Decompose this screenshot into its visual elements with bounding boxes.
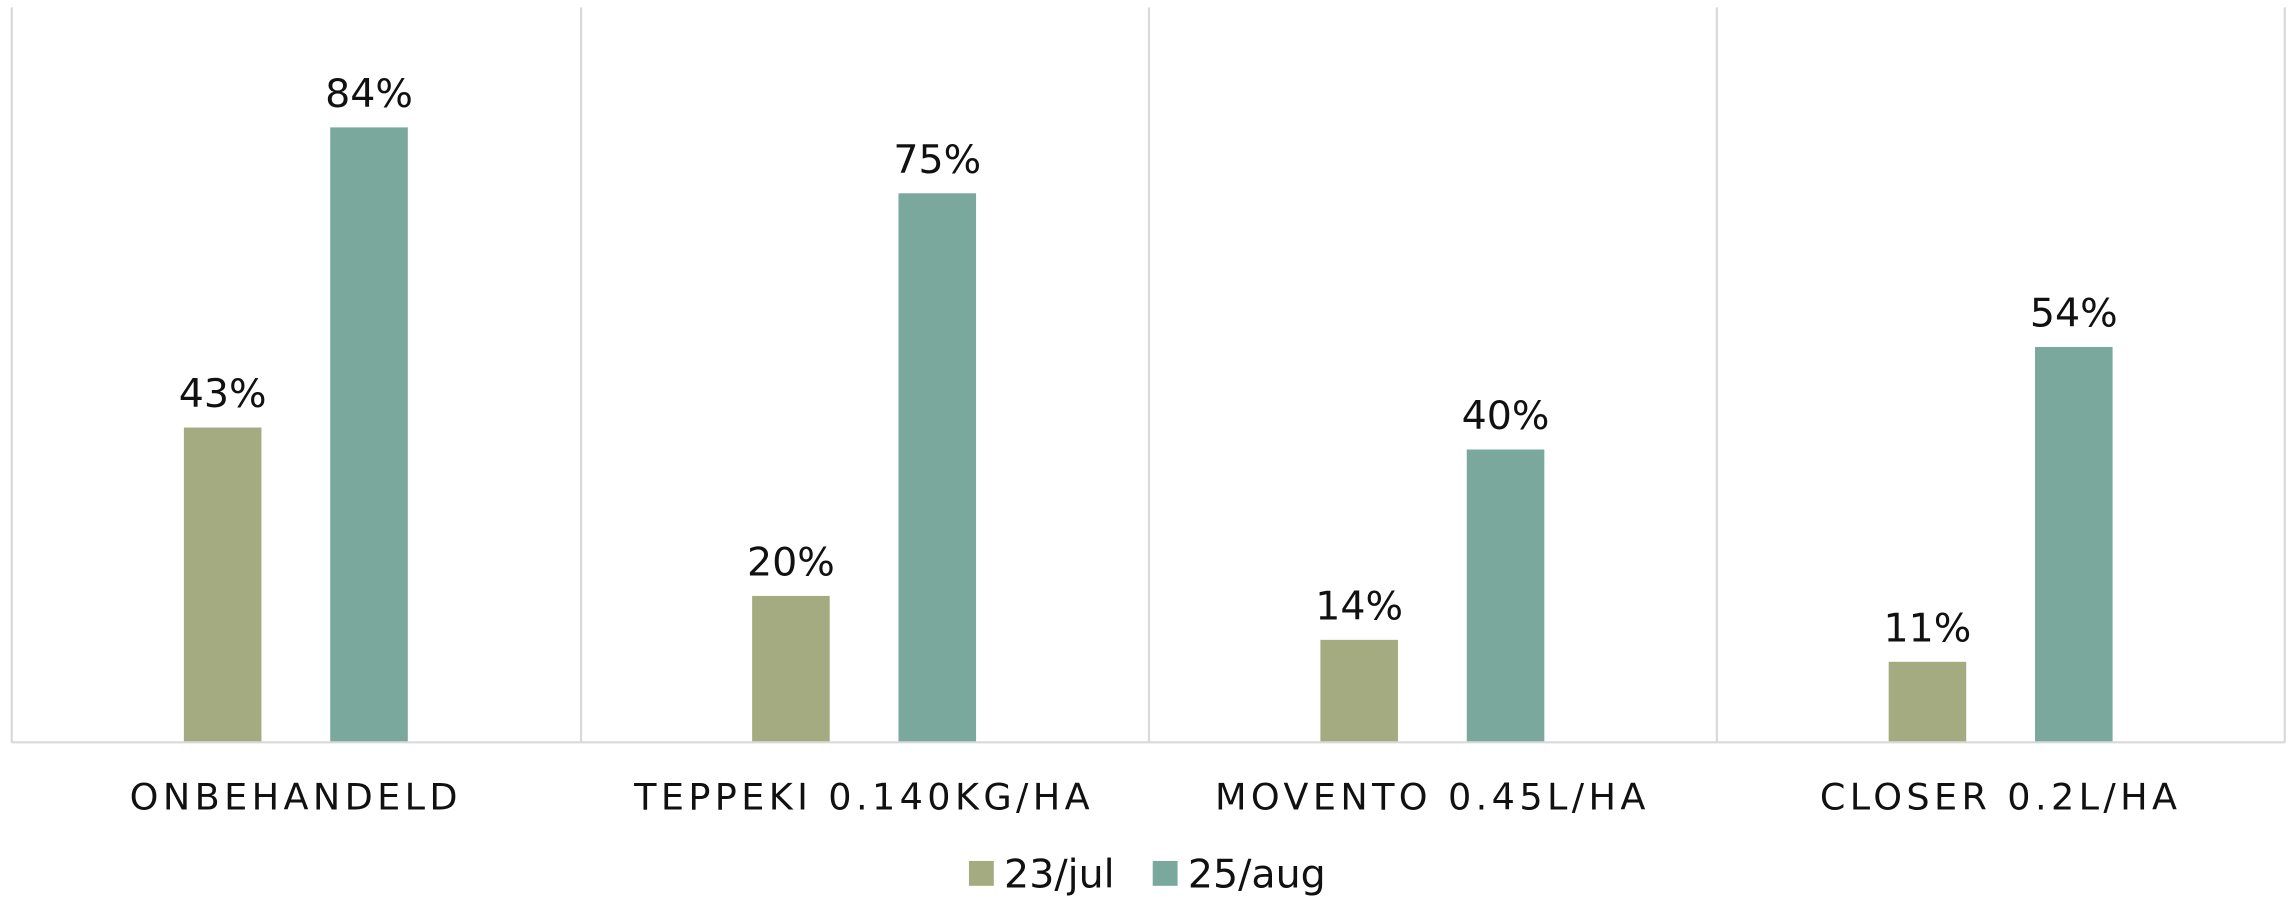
x-tick-label: TEPPEKI 0.140KG/HA: [633, 776, 1094, 819]
value-label: 43%: [179, 371, 267, 417]
bar: [1320, 639, 1398, 743]
value-label: 75%: [893, 137, 981, 183]
bar: [1888, 661, 1967, 743]
value-label: 84%: [325, 71, 413, 117]
value-label: 40%: [1462, 393, 1550, 439]
x-tick-label: CLOSER 0.2L/HA: [1820, 776, 2182, 819]
bar: [330, 127, 408, 743]
x-tick-label: MOVENTO 0.45L/HA: [1215, 776, 1650, 819]
legend-label: 23/jul: [1004, 851, 1115, 897]
x-tick-label: ONBEHANDELD: [130, 776, 462, 819]
value-label: 20%: [747, 539, 835, 585]
bar: [1466, 449, 1545, 743]
frame: [10, 7, 2286, 743]
bar: [898, 193, 977, 743]
value-label: 11%: [1884, 605, 1972, 651]
legend-label: 25/aug: [1188, 851, 1326, 897]
value-label: 54%: [2030, 291, 2118, 337]
bar: [752, 595, 830, 743]
legend-swatch: [968, 860, 994, 886]
bar: [2035, 347, 2113, 743]
value-label: 14%: [1315, 583, 1403, 629]
bar: [183, 427, 262, 743]
legend-swatch: [1152, 860, 1178, 886]
